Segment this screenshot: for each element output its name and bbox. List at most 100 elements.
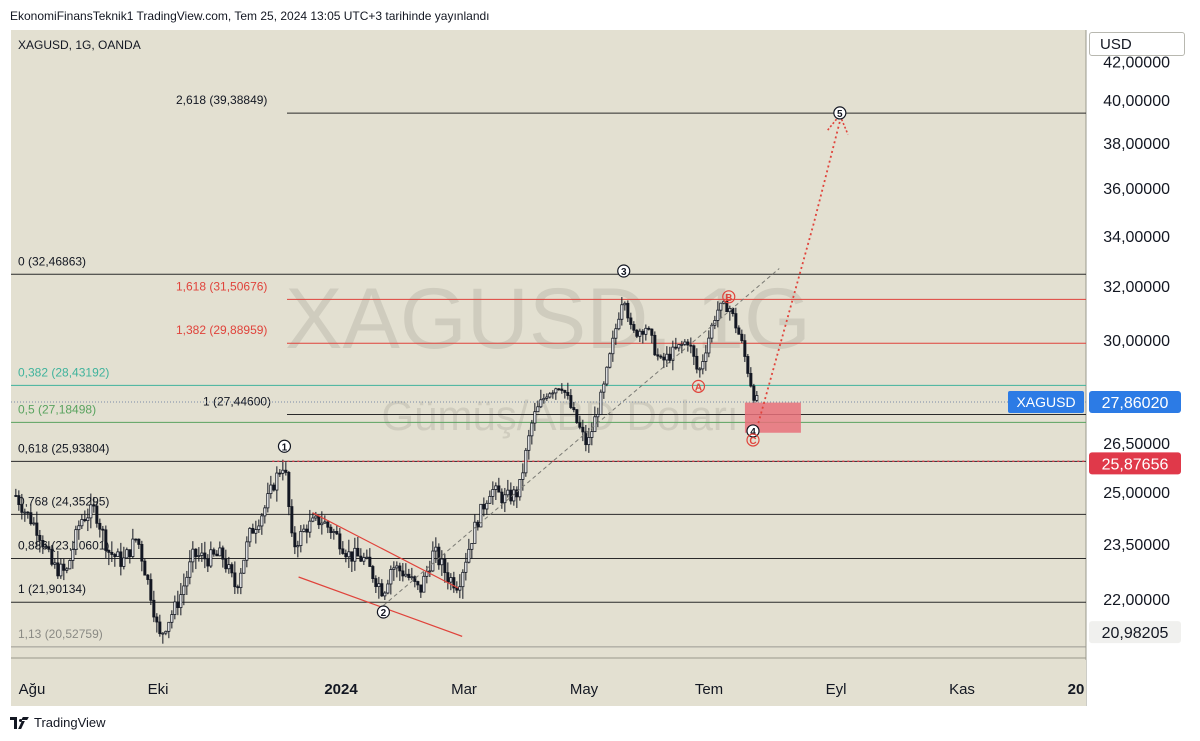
wave-label-a[interactable]: A [691, 379, 706, 393]
wave-label-c[interactable]: C [746, 433, 760, 447]
candle-body [434, 546, 438, 552]
candle-body [146, 574, 150, 580]
candle-body [572, 407, 576, 411]
candle-body [410, 576, 414, 579]
candle-body [401, 570, 405, 577]
candle-body [182, 585, 186, 596]
candle-body [200, 552, 204, 556]
candle-body [686, 341, 690, 346]
candle-body [20, 504, 24, 513]
candle-body [413, 576, 417, 582]
svg-text:2: 2 [381, 608, 387, 619]
projection-path[interactable] [756, 121, 841, 429]
price-tag-last [1089, 390, 1181, 413]
candle-body [443, 558, 447, 574]
candle-body [440, 558, 444, 566]
wave-label-2[interactable]: 2 [376, 605, 391, 619]
candle-body [68, 560, 72, 570]
candle-body [506, 489, 510, 496]
candle-body [164, 630, 168, 634]
candle-body [692, 345, 696, 357]
candle-body [533, 411, 537, 424]
candle-body [518, 479, 522, 498]
candle-body [551, 392, 555, 395]
candle-body [305, 528, 309, 533]
candle-body [548, 393, 552, 398]
candle-body [119, 551, 123, 567]
candle-body [293, 532, 297, 548]
wave-label-4[interactable]: 4 [746, 424, 760, 438]
candle-body [449, 577, 453, 583]
candle-body [344, 553, 348, 558]
candle-body [629, 317, 633, 325]
candle-body [152, 599, 156, 618]
candle-body [116, 551, 120, 557]
svg-text:3: 3 [621, 267, 627, 278]
candles[interactable] [14, 293, 759, 644]
candle-body [638, 330, 642, 337]
wedge-upper-line[interactable] [312, 512, 459, 589]
candle-body [32, 522, 36, 525]
candle-body [617, 318, 621, 330]
candle-body [239, 572, 243, 588]
symbol-tag [1008, 390, 1084, 413]
candle-body [281, 469, 285, 474]
candle-body [101, 528, 105, 531]
candle-body [104, 529, 108, 551]
price-axis[interactable]: 42,00000 40,00000 38,00000 36,00000 34,00000… [1103, 55, 1170, 609]
wave-labels[interactable]: 1 2 3 A B 4C 5 [277, 106, 847, 619]
candle-body [128, 549, 132, 557]
currency-button[interactable]: USD [1089, 32, 1185, 56]
candle-body [47, 546, 51, 550]
candle-body [320, 522, 324, 526]
candle-body [308, 520, 312, 533]
candle-body [26, 511, 30, 514]
price-chart[interactable]: XAGUSD, 1G Gümüş/ABD Doları XAGUSD, 1G, … [0, 30, 1200, 706]
candle-body [134, 538, 138, 541]
candle-body [158, 621, 162, 635]
candle-body [542, 397, 546, 401]
candle-body [353, 547, 357, 562]
candle-body [86, 517, 90, 522]
tradingview-logo[interactable]: TradingView [10, 715, 106, 730]
time-axis[interactable]: Ağu Eki 2024 Mar May Tem Eyl Kas 20 [19, 681, 1085, 698]
price-tag-plain [1089, 621, 1181, 644]
candle-body [419, 584, 423, 593]
candle-body [659, 355, 663, 358]
candle-body [35, 522, 39, 536]
candle-body [674, 346, 678, 349]
candle-body [326, 521, 330, 528]
wave-label-b[interactable]: B [722, 290, 736, 304]
time-axis-tick: 2024 [324, 681, 358, 698]
wave-label-1[interactable]: 1 [277, 439, 292, 453]
fib-level-label: 1 (27,44600) [203, 394, 271, 408]
candle-body [452, 577, 456, 589]
candle-body [632, 324, 636, 331]
candle-body [257, 525, 261, 530]
candle-body [527, 435, 531, 451]
candle-body [605, 366, 609, 385]
candle-body [524, 449, 528, 474]
fibonacci-levels[interactable]: 2,618 (39,38849) 0 (32,46863) 1,618 (31,50… [11, 93, 1086, 648]
drawings[interactable] [11, 113, 1086, 637]
candle-body [563, 390, 567, 393]
time-axis-tick: Tem [695, 681, 723, 698]
candle-body [272, 484, 276, 491]
fib-level-label: 0,886 (23,10601) [18, 538, 109, 552]
candle-body [725, 300, 729, 313]
price-tag-value: 25,87656 [1102, 456, 1169, 473]
candle-body [650, 328, 654, 336]
candle-body [122, 557, 126, 567]
candle-body [77, 525, 81, 531]
wave-label-3[interactable]: 3 [617, 264, 631, 278]
projection-arrowhead [827, 113, 849, 135]
plot-background [11, 30, 1086, 706]
price-axis-tick: 25,00000 [1103, 485, 1170, 502]
candle-body [614, 328, 618, 339]
candle-body [596, 414, 600, 418]
trend-channel-line[interactable] [383, 268, 780, 606]
candle-body [407, 573, 411, 578]
candle-body [203, 552, 207, 560]
wave-label-5[interactable]: 5 [833, 106, 847, 120]
time-axis-background [11, 660, 1086, 706]
